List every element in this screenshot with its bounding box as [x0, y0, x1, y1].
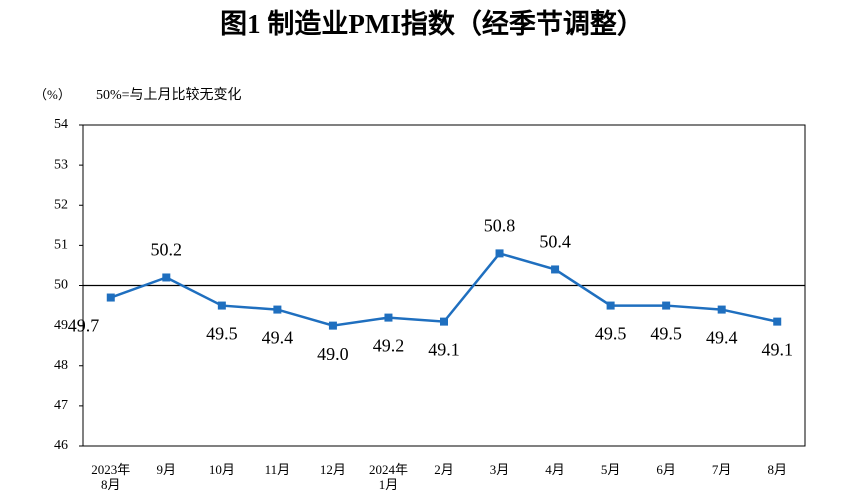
data-label: 49.0 — [317, 344, 349, 364]
x-tick-label: 10月 — [208, 462, 235, 477]
x-tick-label: 11月 — [264, 462, 291, 477]
marker — [606, 301, 615, 310]
x-tick-label: 6月 — [656, 462, 676, 477]
y-tick-label: 49 — [54, 318, 68, 333]
x-tick-label: 8月 — [767, 462, 787, 477]
x-tick-label: 2月 — [434, 462, 454, 477]
x-tick-label: 2023年 8月 — [91, 462, 131, 492]
data-label: 49.5 — [595, 324, 627, 344]
marker — [662, 301, 671, 310]
x-tick-label: 5月 — [600, 462, 621, 477]
chart-title: 图1 制造业PMI指数（经季节调整） — [220, 8, 644, 39]
marker — [328, 321, 337, 330]
data-label: 49.1 — [761, 340, 793, 360]
x-tick-label: 3月 — [489, 462, 510, 477]
x-tick-label: 4月 — [545, 462, 565, 477]
x-tick-label: 7月 — [711, 462, 732, 477]
marker — [106, 293, 115, 302]
data-label: 50.8 — [484, 216, 516, 236]
data-label: 49.2 — [373, 336, 405, 356]
y-tick-label: 51 — [54, 238, 68, 253]
marker — [273, 305, 282, 314]
y-tick-label: 46 — [54, 438, 68, 453]
marker — [217, 301, 226, 310]
data-label: 49.1 — [428, 340, 460, 360]
data-label: 49.4 — [262, 328, 294, 348]
y-tick-label: 48 — [54, 358, 68, 373]
data-label: 49.7 — [68, 316, 100, 336]
y-tick-label: 53 — [54, 157, 68, 172]
marker — [773, 317, 782, 326]
data-label: 50.4 — [539, 232, 571, 252]
marker — [551, 265, 560, 274]
marker — [384, 313, 393, 322]
data-label: 49.5 — [650, 324, 682, 344]
x-tick-label: 12月 — [319, 462, 346, 477]
data-label: 49.4 — [706, 328, 738, 348]
y-tick-label: 50 — [54, 278, 68, 293]
y-tick-label: 52 — [54, 197, 68, 212]
series-line — [110, 251, 778, 327]
unit-label: （%） — [34, 87, 71, 102]
data-label: 50.2 — [151, 240, 183, 260]
marker — [162, 273, 171, 282]
x-tick-label: 2024年 1月 — [368, 462, 408, 492]
data-label: 49.5 — [206, 324, 238, 344]
marker — [717, 305, 726, 314]
annotation: 50%=与上月比较无变化 — [96, 87, 242, 103]
y-tick-label: 47 — [54, 398, 68, 413]
y-tick-label: 54 — [54, 117, 68, 132]
x-tick-label: 9月 — [156, 462, 177, 477]
marker — [495, 249, 504, 258]
marker — [440, 317, 448, 326]
